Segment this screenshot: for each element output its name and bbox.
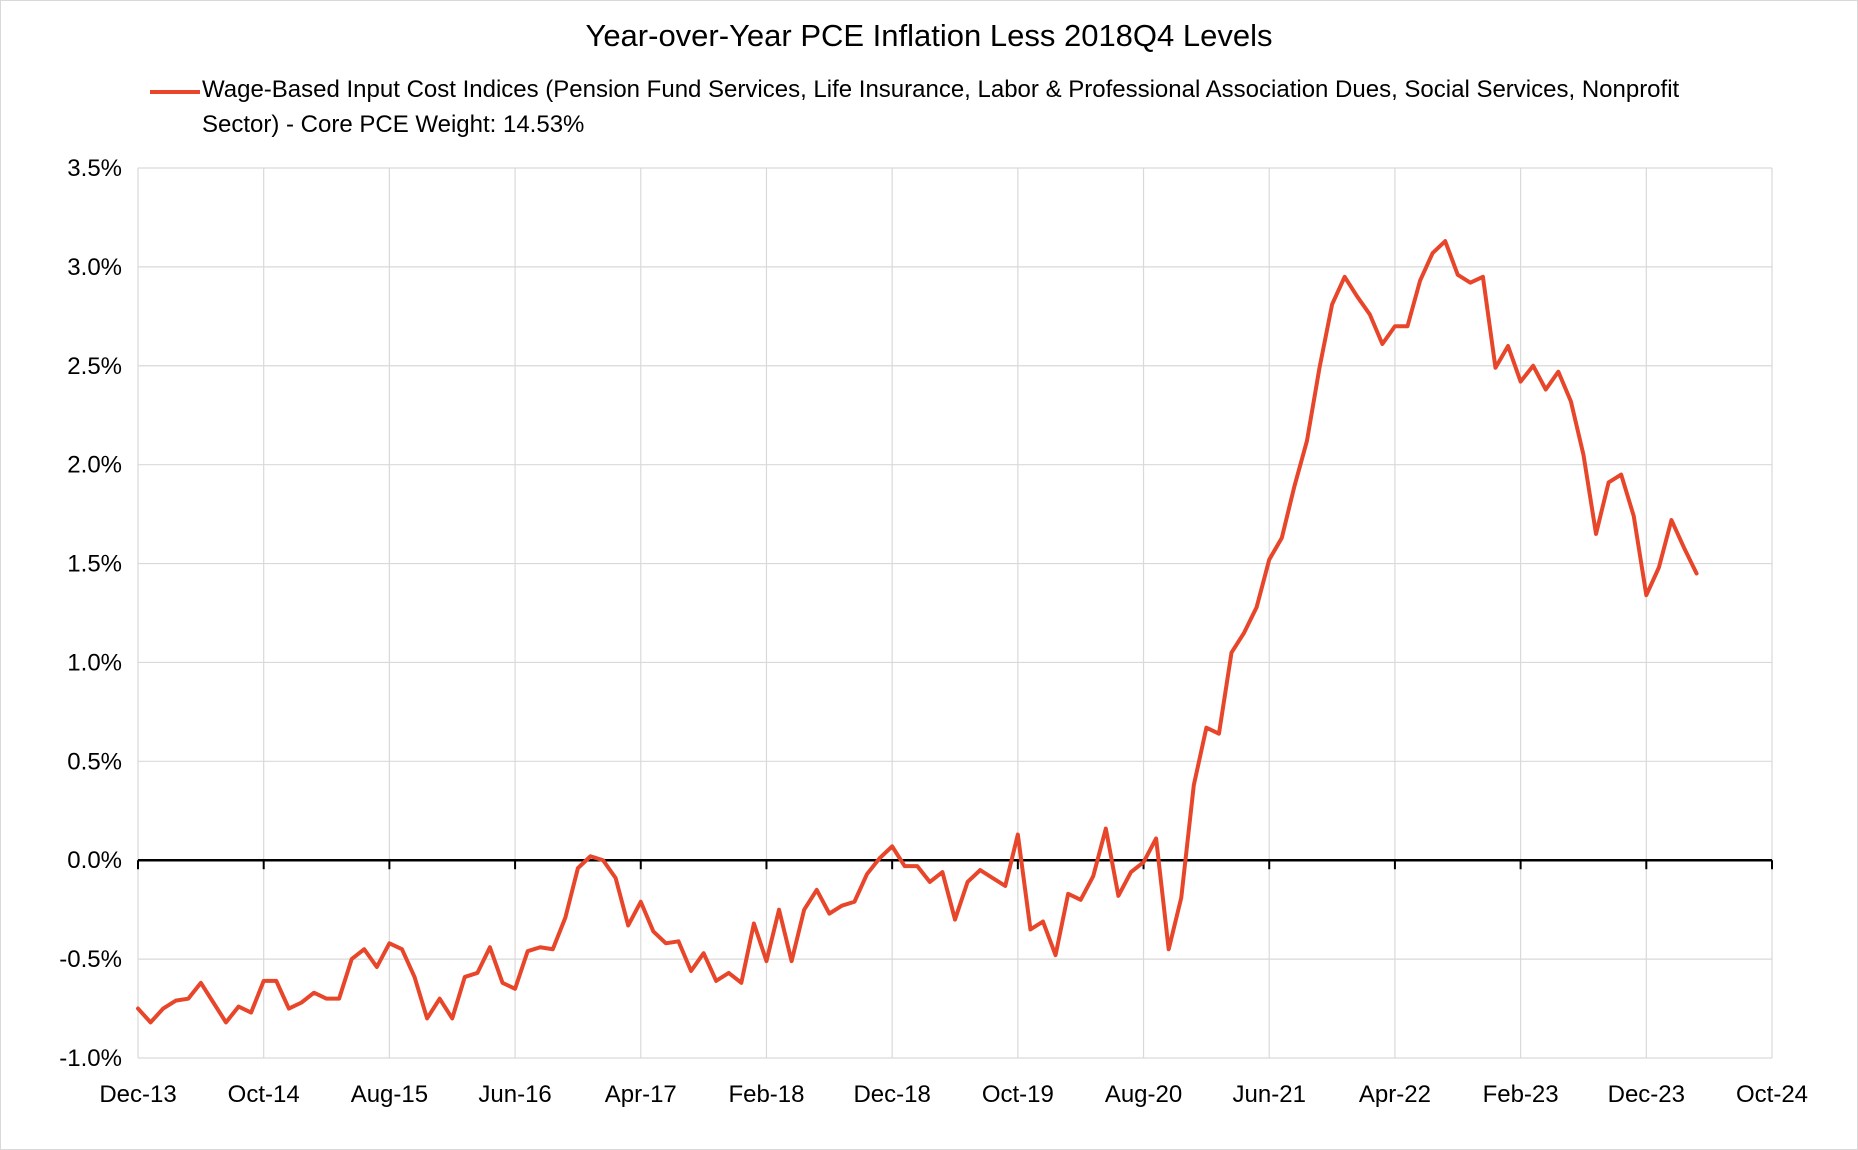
x-tick-label: Dec-18 [853,1081,930,1108]
y-tick-label: -0.5% [59,946,122,973]
x-tick-label: Apr-17 [605,1081,677,1108]
y-tick-label: 0.0% [67,847,122,874]
y-tick-label: 1.0% [67,649,122,676]
x-tick-label: Apr-22 [1359,1081,1431,1108]
x-tick-label: Jun-16 [478,1081,551,1108]
x-tick-label: Oct-19 [982,1081,1054,1108]
chart-title: Year-over-Year PCE Inflation Less 2018Q4… [585,18,1273,53]
legend-swatch [150,90,200,94]
y-tick-label: 0.5% [67,748,122,775]
x-tick-label: Feb-18 [728,1081,804,1108]
y-tick-label: 2.5% [67,353,122,380]
x-tick-label: Oct-14 [228,1081,300,1108]
y-tick-label: 2.0% [67,452,122,479]
x-tick-label: Aug-15 [351,1081,428,1108]
x-tick-label: Dec-13 [99,1081,176,1108]
series-line [136,239,1699,1025]
y-tick-label: 1.5% [67,551,122,578]
x-tick-label: Feb-23 [1483,1081,1559,1108]
x-tick-label: Dec-23 [1608,1081,1685,1108]
legend-label: Wage-Based Input Cost Indices (Pension F… [202,76,1680,138]
x-tick-label: Jun-21 [1233,1081,1306,1108]
y-tick-label: 3.5% [67,155,122,182]
x-tick-label: Oct-24 [1736,1081,1808,1108]
y-tick-label: -1.0% [59,1045,122,1072]
x-tick-label: Aug-20 [1105,1081,1182,1108]
y-tick-label: 3.0% [67,254,122,281]
